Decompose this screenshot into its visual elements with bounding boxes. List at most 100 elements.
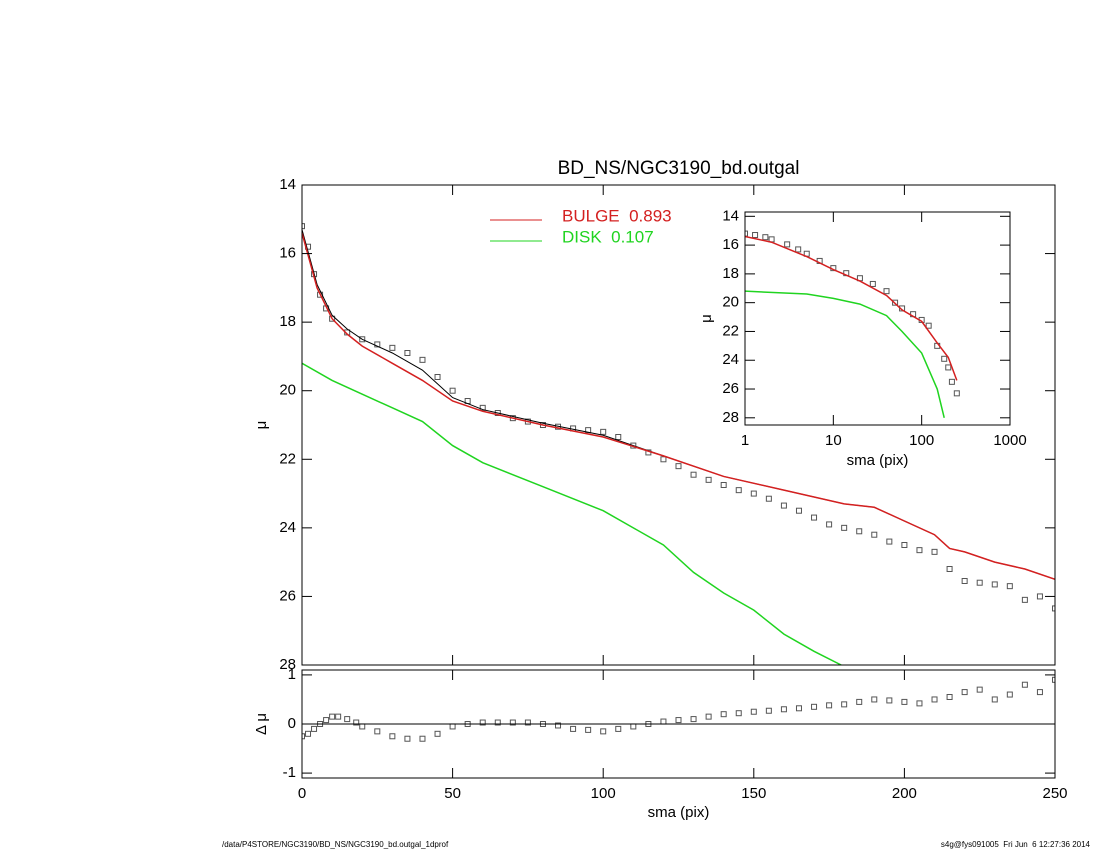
data-point [353,719,360,726]
data-point [976,686,983,693]
plot-area [302,223,1055,665]
data-point [750,708,757,715]
data-point [901,698,908,705]
data-point [675,463,682,470]
data-point [780,502,787,509]
data-point [389,733,396,740]
x-tick-label: 1 [741,432,749,449]
y-tick-label: 22 [722,322,739,339]
y-tick-label: 16 [722,236,739,253]
data-point [925,322,932,329]
data-point [811,703,818,710]
data-point [1036,689,1043,696]
data-point [344,716,351,723]
data-point [1052,676,1055,683]
plot-area [302,676,1055,742]
data-point [871,531,878,538]
model-line [302,362,842,665]
data-point [735,710,742,717]
data-point [856,698,863,705]
data-point [705,476,712,483]
data-point [524,719,531,726]
data-point [1006,583,1013,590]
frame [301,184,1056,666]
data-point [615,434,622,440]
y-tick-label: 22 [279,450,296,467]
plot-area [745,230,960,418]
data-point [931,548,938,555]
y-tick-label: 24 [279,519,296,536]
legend-label: BULGE 0.893 [562,206,672,225]
y-tick-label: 20 [722,294,739,311]
data-point [901,542,908,548]
data-point [856,528,863,535]
data-point [1021,681,1028,688]
y-tick-label: 14 [279,176,296,193]
y-tick-label: 28 [279,656,296,673]
data-point [335,713,342,720]
data-point [886,697,893,704]
data-point [311,725,318,732]
y-axis-label: μ [698,314,715,323]
data-point [841,701,848,708]
y-tick-label: 26 [279,587,296,604]
x-tick-label: 1000 [993,432,1026,449]
x-tick-label: 150 [741,785,766,802]
data-point [494,719,501,726]
data-point [931,696,938,703]
data-point [826,521,833,528]
data-point [600,728,607,735]
data-point [404,735,411,742]
data-point [945,364,952,371]
data-point [916,547,923,554]
footer-path: /data/P4STORE/NGC3190/BD_NS/NGC3190_bd.o… [222,840,449,849]
data-point [600,428,607,435]
y-tick-label: 24 [722,351,739,368]
y-axis-label: μ [253,421,270,430]
data-point [359,336,366,343]
y-tick-label: 26 [722,380,739,397]
data-point [585,726,592,733]
data-point [1052,605,1055,612]
data-point [302,733,305,740]
data-point [795,507,802,514]
data-point [419,735,426,742]
data-point [690,471,697,478]
data-point [762,234,769,241]
data-point [705,713,712,720]
chart-title: BD_NS/NGC3190_bd.outgal [558,158,800,179]
data-point [892,299,899,306]
footer-stamp: s4g@fys091005 Fri Jun 6 12:27:36 2014 [941,840,1091,849]
x-tick-label: 50 [444,785,461,802]
data-point [449,387,456,394]
y-tick-label: 14 [722,207,739,224]
data-point [811,514,818,521]
data-point [374,341,381,348]
x-axis-label: sma (pix) [648,804,710,821]
x-tick-label: 10 [825,432,842,449]
data-point [494,410,501,416]
data-point [765,495,772,502]
y-tick-label: -1 [283,764,296,781]
data-point [660,456,667,463]
data-point [720,482,727,488]
data-point [615,725,622,732]
data-point [871,696,878,703]
x-tick-label: 100 [909,432,934,449]
data-point [841,524,848,531]
x-tick-label: 250 [1042,785,1067,802]
data-point [570,725,577,732]
data-point [323,717,330,724]
data-point [886,538,893,545]
data-point [961,689,968,696]
y-tick-label: 18 [279,313,296,330]
y-tick-label: 18 [722,265,739,282]
data-point [509,719,516,726]
data-point [916,700,923,707]
y-tick-label: 20 [279,382,296,399]
data-point [883,288,890,295]
data-point [329,315,336,322]
data-point [869,280,876,287]
data-point [745,230,748,237]
